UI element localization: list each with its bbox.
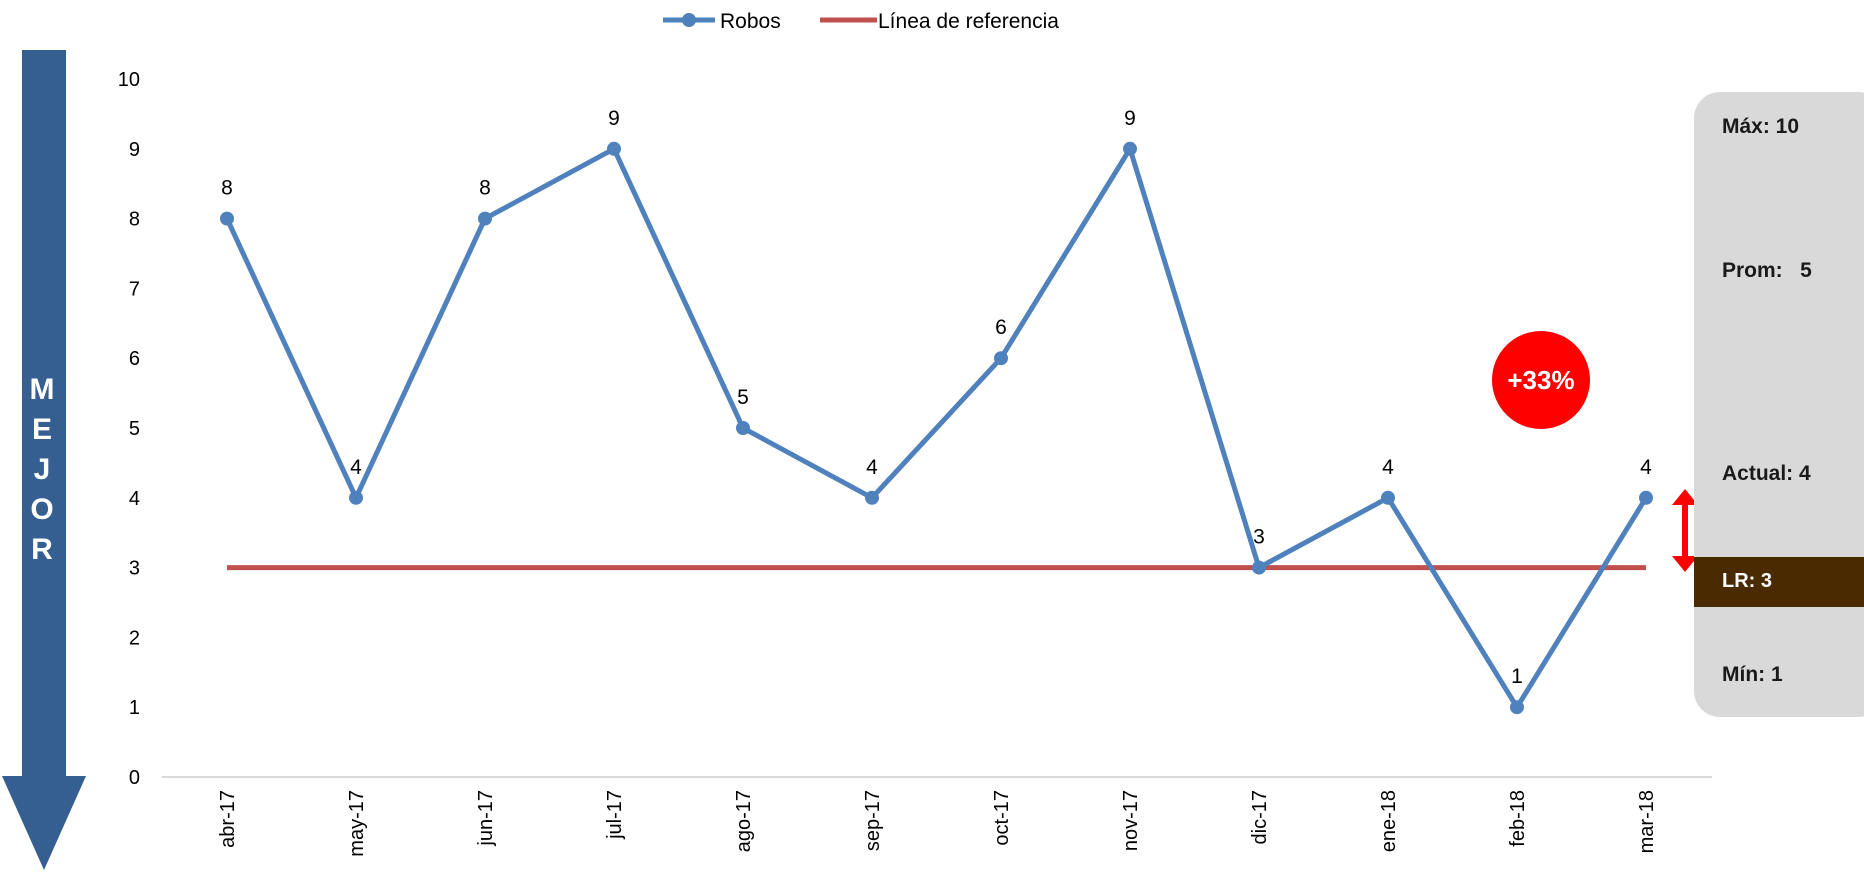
- robos-point: [1381, 490, 1395, 505]
- change-indicator-head-down: [1672, 556, 1698, 572]
- x-tick-label: dic-17: [1249, 790, 1271, 844]
- y-tick-label: 8: [129, 209, 140, 231]
- y-tick-label: 9: [129, 139, 140, 161]
- reference-value-box: [1694, 557, 1864, 607]
- y-tick-label: 4: [129, 488, 140, 510]
- robos-point: [865, 490, 879, 505]
- legend-robos-label[interactable]: Robos: [720, 10, 781, 33]
- robos-data-label: 1: [1511, 665, 1523, 688]
- robos-point: [994, 351, 1008, 366]
- y-tick-label: 0: [129, 767, 140, 789]
- robos-point: [1639, 490, 1653, 505]
- x-tick-label: sep-17: [862, 790, 884, 851]
- mejor-arrow-head: [2, 776, 86, 870]
- stats-panel: [1694, 92, 1864, 717]
- x-tick-label: may-17: [346, 790, 368, 857]
- mejor-letter: R: [31, 533, 53, 566]
- robos-point: [349, 490, 363, 505]
- robos-point: [736, 421, 750, 435]
- robos-data-label: 6: [995, 316, 1007, 339]
- x-tick-label: ene-18: [1378, 790, 1400, 852]
- x-tick-label: jun-17: [475, 790, 497, 847]
- robos-line: [224, 146, 1649, 710]
- robos-data-label: 9: [1124, 107, 1136, 130]
- mejor-letter: O: [30, 493, 54, 526]
- stat-current: Actual: 4: [1722, 462, 1811, 485]
- y-tick-label: 1: [129, 697, 140, 719]
- change-indicator-arrow: [1672, 489, 1698, 572]
- mejor-arrow-shaft: [22, 50, 66, 778]
- robos-data-label: 8: [221, 177, 233, 200]
- legend-robos-marker: [682, 13, 696, 27]
- robos-data-label: 3: [1253, 526, 1265, 549]
- mejor-letter: J: [33, 453, 51, 486]
- robos-data-label: 4: [1382, 456, 1394, 479]
- robos-data-label: 4: [866, 456, 878, 479]
- robos-point: [1252, 560, 1266, 575]
- mejor-arrow: [2, 50, 86, 870]
- robos-series: 8 4 8 9 5 4 6 9 3 4 1 4: [220, 107, 1653, 715]
- robos-point: [1510, 700, 1524, 715]
- x-tick-label: feb-18: [1507, 790, 1529, 847]
- robos-point: [607, 141, 621, 156]
- y-tick-label: 7: [129, 278, 140, 300]
- y-tick-label: 6: [129, 348, 140, 370]
- robos-data-label: 5: [737, 386, 749, 409]
- y-tick-label: 2: [129, 627, 140, 649]
- robos-data-label: 4: [350, 456, 362, 479]
- robos-point: [220, 211, 234, 226]
- mejor-letter: M: [29, 373, 55, 406]
- axes: 0 1 2 3 4 5 6 7 8 9 10 abr-17 may-17 jun-17 jul-17 ago-…: [118, 69, 1712, 857]
- robos-data-label: 8: [479, 177, 491, 200]
- x-tick-label: oct-17: [991, 790, 1013, 846]
- stat-max: Máx: 10: [1722, 115, 1800, 138]
- robos-point: [1123, 141, 1137, 156]
- legend: Robos Línea de referencia: [663, 10, 1059, 33]
- stat-average: Prom: 5: [1722, 259, 1812, 282]
- x-tick-label: ago-17: [733, 790, 755, 852]
- mejor-letter: E: [31, 413, 52, 446]
- stat-min: Mín: 1: [1722, 663, 1783, 686]
- change-percent-badge: +33%: [1492, 331, 1590, 429]
- robos-data-label: 9: [608, 107, 620, 130]
- x-tick-label: nov-17: [1120, 790, 1142, 851]
- y-tick-label: 3: [129, 558, 140, 580]
- x-tick-label: mar-18: [1636, 790, 1658, 853]
- y-tick-label: 10: [118, 69, 140, 91]
- change-indicator-head-up: [1672, 489, 1698, 505]
- x-tick-label: abr-17: [217, 790, 239, 848]
- y-tick-label: 5: [129, 418, 140, 440]
- legend-reference-label[interactable]: Línea de referencia: [878, 10, 1059, 33]
- robos-data-label: 4: [1640, 456, 1652, 479]
- x-tick-label: jul-17: [604, 790, 626, 840]
- stat-reference: LR: 3: [1722, 570, 1772, 592]
- robos-point: [478, 211, 492, 226]
